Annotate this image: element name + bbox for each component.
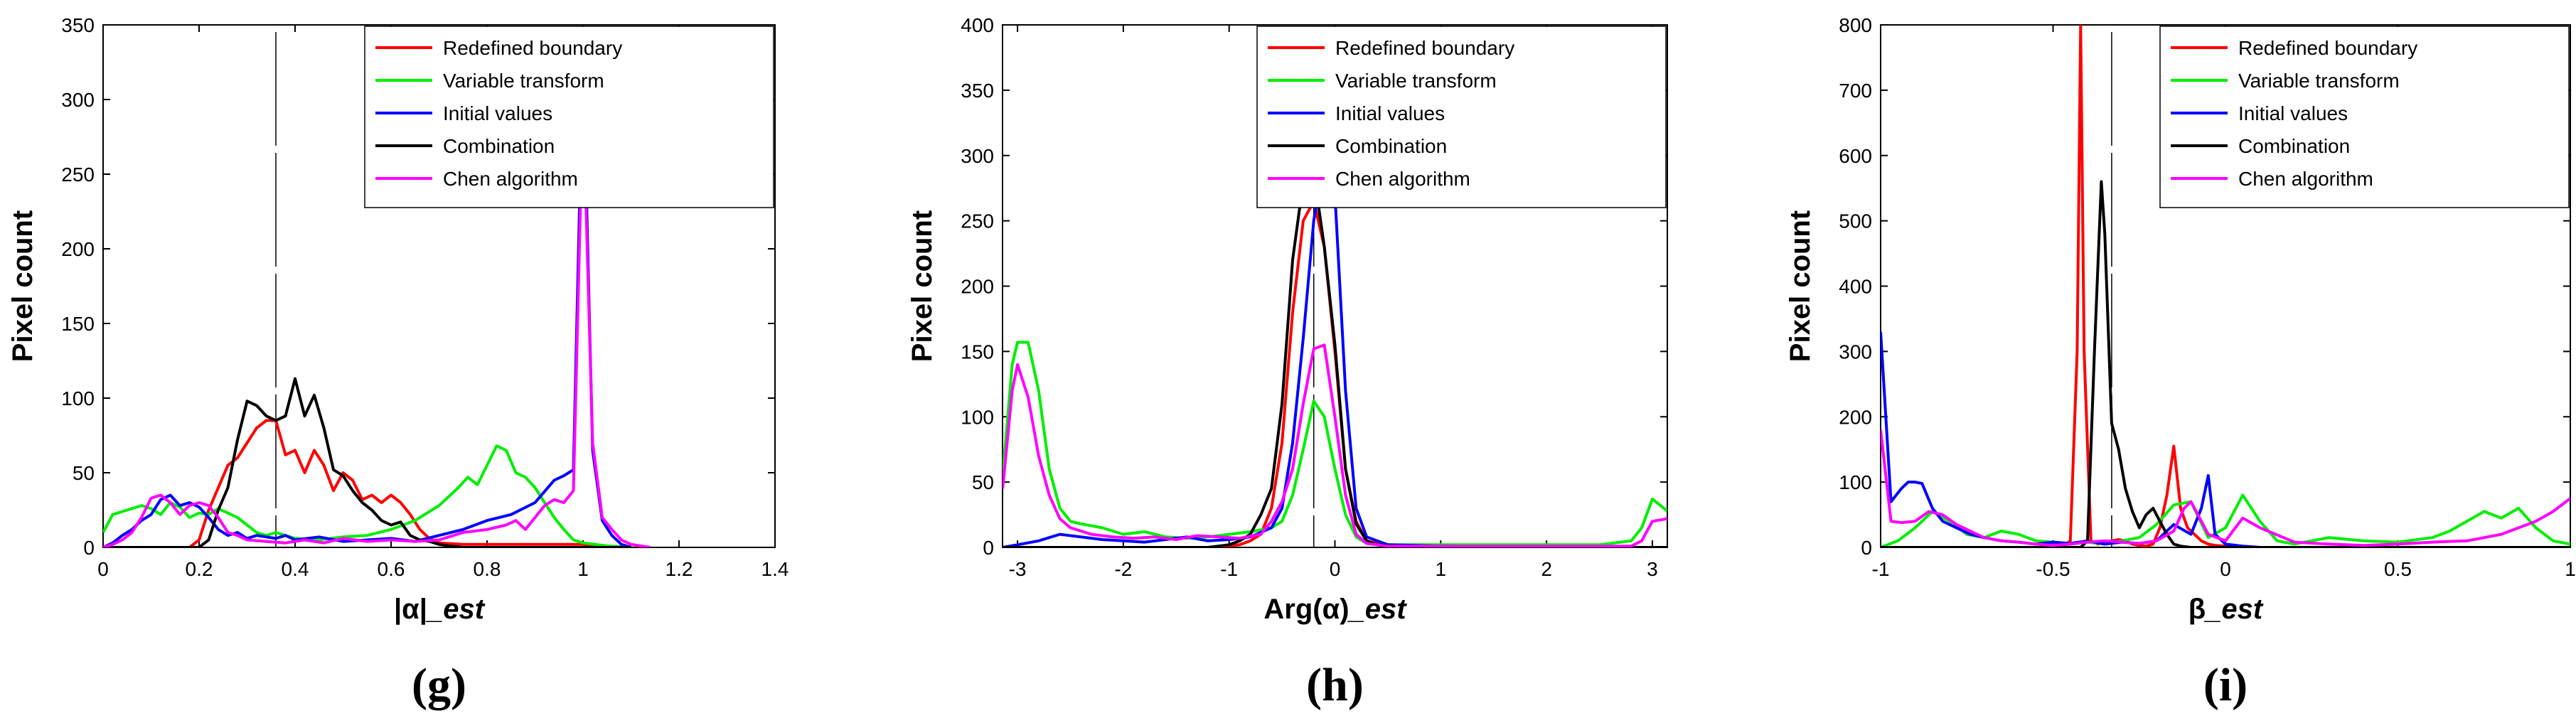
y-tick-label: 400 xyxy=(1839,276,1872,298)
legend-label: Combination xyxy=(443,135,555,157)
series-line-variable-transform xyxy=(103,444,631,547)
y-tick-label: 0 xyxy=(83,537,95,559)
legend-box xyxy=(1256,26,1667,208)
y-tick-label: 600 xyxy=(1839,145,1872,167)
series-line-combination xyxy=(103,377,631,547)
x-tick-label: -1 xyxy=(1220,558,1238,580)
series-line-redefined-boundary xyxy=(1881,25,2570,547)
x-tick-label: 0.6 xyxy=(378,558,405,580)
x-axis-label: |α|_est xyxy=(394,594,486,625)
y-tick-label: 400 xyxy=(961,14,994,36)
x-tick-label: 1 xyxy=(577,558,589,580)
y-tick-label: 250 xyxy=(961,210,994,232)
legend-label: Variable transform xyxy=(1335,70,1497,92)
series-line-initial-values xyxy=(1003,151,1667,547)
chart-panel-2: -1 -0.5 0 0.5 1 0 100 200 300 400 500 600 700 800 Rede… xyxy=(1785,14,2576,711)
x-tick-label: 0 xyxy=(2220,558,2231,580)
legend-label: Chen algorithm xyxy=(443,168,578,190)
x-tick-label: 0 xyxy=(97,558,109,580)
x-tick-label: 0.2 xyxy=(186,558,213,580)
y-tick-label: 200 xyxy=(961,276,994,298)
legend-label: Chen algorithm xyxy=(2238,168,2373,190)
y-axis-label: Pixel count xyxy=(7,210,38,362)
x-tick-label: 0.5 xyxy=(2384,558,2412,580)
y-tick-label: 350 xyxy=(961,80,994,102)
y-tick-label: 300 xyxy=(61,89,95,111)
y-tick-label: 500 xyxy=(1839,210,1872,232)
series-line-chen-algorithm xyxy=(1003,343,1667,547)
y-tick-label: 150 xyxy=(61,313,95,335)
x-axis-label: β_est xyxy=(2188,594,2264,625)
y-tick-label: 100 xyxy=(961,406,994,428)
legend-label: Variable transform xyxy=(443,70,604,92)
y-tick-label: 300 xyxy=(1839,341,1872,363)
x-tick-label: -0.5 xyxy=(2036,558,2070,580)
y-tick-label: 250 xyxy=(61,164,95,186)
panel-label: (h) xyxy=(1306,659,1364,711)
series-group xyxy=(1003,151,1667,547)
y-tick-label: 100 xyxy=(1839,471,1872,493)
legend-label: Initial values xyxy=(2238,102,2348,124)
series-line-redefined-boundary xyxy=(103,419,631,547)
series-line-combination xyxy=(1881,180,2570,547)
legend-label: Redefined boundary xyxy=(1335,37,1514,59)
y-tick-label: 200 xyxy=(61,238,95,260)
legend-box xyxy=(2159,26,2570,208)
y-tick-label: 0 xyxy=(983,537,994,559)
legend: Redefined boundary Variable transform Init… xyxy=(2159,26,2570,208)
y-tick-label: 200 xyxy=(1839,406,1872,428)
x-tick-label: 1 xyxy=(2565,558,2576,580)
x-axis-label-main: Arg(α) xyxy=(1263,594,1349,625)
x-axis-label: Arg(α)_est xyxy=(1263,594,1407,625)
y-tick-label: 50 xyxy=(73,462,95,484)
legend-label: Redefined boundary xyxy=(2238,37,2417,59)
legend: Redefined boundary Variable transform Init… xyxy=(364,26,774,208)
x-axis-label-suffix: _est xyxy=(1347,594,1408,625)
legend-label: Initial values xyxy=(443,102,552,124)
series-line-chen-algorithm xyxy=(1881,429,2570,547)
panel-label: (i) xyxy=(2203,659,2248,711)
legend-label: Redefined boundary xyxy=(443,37,622,59)
y-axis-label: Pixel count xyxy=(1785,210,1816,362)
x-tick-label: 0.4 xyxy=(282,558,309,580)
y-tick-label: 300 xyxy=(961,145,994,167)
y-tick-label: 350 xyxy=(61,14,95,36)
y-tick-label: 100 xyxy=(61,387,95,409)
chart-panel-1: -3 -2 -1 0 1 2 3 0 50 100 150 200 250 300 350 400 Redefi… xyxy=(907,14,1668,711)
legend-label: Combination xyxy=(1335,135,1447,157)
x-axis-label-suffix: _est xyxy=(425,594,486,625)
x-tick-label: -2 xyxy=(1114,558,1132,580)
y-tick-label: 50 xyxy=(972,471,994,493)
y-tick-label: 0 xyxy=(1861,537,1872,559)
legend-box xyxy=(364,26,774,208)
x-axis-label-main: |α| xyxy=(394,594,427,625)
x-tick-label: -1 xyxy=(1872,558,1890,580)
x-axis-label-main: β xyxy=(2188,594,2206,625)
legend-label: Combination xyxy=(2238,135,2350,157)
chart-panel-0: 0 0.2 0.4 0.6 0.8 1 1.2 1.4 0 50 100 150 200 250 300 35… xyxy=(7,14,789,711)
panel-label: (g) xyxy=(412,659,466,711)
x-axis-label-suffix: _est xyxy=(2203,594,2264,625)
x-tick-label: 0 xyxy=(1330,558,1341,580)
x-tick-label: 1.4 xyxy=(761,558,789,580)
y-axis-label: Pixel count xyxy=(907,210,938,362)
x-tick-label: -3 xyxy=(1009,558,1027,580)
x-tick-label: 1 xyxy=(1436,558,1447,580)
y-tick-label: 700 xyxy=(1839,80,1872,102)
x-tick-label: 3 xyxy=(1647,558,1658,580)
y-tick-label: 800 xyxy=(1839,14,1872,36)
x-tick-label: 2 xyxy=(1541,558,1552,580)
legend-label: Initial values xyxy=(1335,102,1445,124)
x-tick-label: 0.8 xyxy=(474,558,501,580)
legend-label: Chen algorithm xyxy=(1335,168,1470,190)
legend-label: Variable transform xyxy=(2238,70,2400,92)
series-group xyxy=(1881,25,2570,547)
legend: Redefined boundary Variable transform Init… xyxy=(1256,26,1667,208)
x-tick-label: 1.2 xyxy=(666,558,693,580)
y-tick-label: 150 xyxy=(961,341,994,363)
